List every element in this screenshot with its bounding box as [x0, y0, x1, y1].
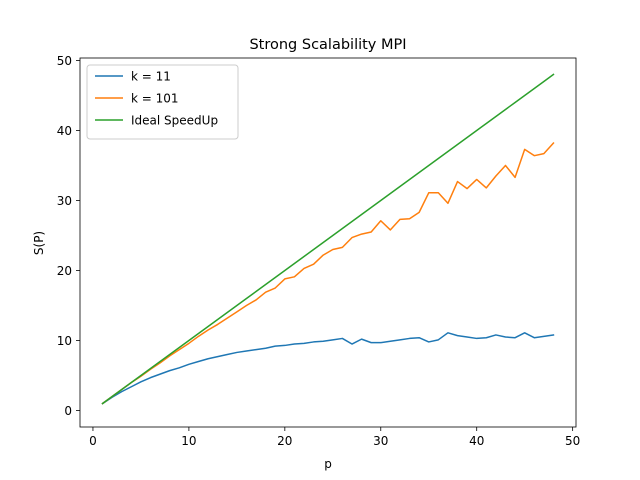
- legend-box: [86, 64, 239, 140]
- x-tick-label: 30: [373, 434, 388, 448]
- y-tick-label: 40: [57, 124, 72, 138]
- chart-title: Strong Scalability MPI: [249, 37, 406, 53]
- legend-label-0: k = 11: [131, 70, 171, 84]
- x-tick-label: 10: [181, 434, 196, 448]
- y-axis-label: S(P): [32, 231, 46, 255]
- y-tick-label: 20: [57, 264, 72, 278]
- series-line-1: [101, 142, 555, 405]
- legend: k = 11 k = 101 Ideal SpeedUp: [86, 64, 239, 140]
- x-axis-label: p: [324, 457, 332, 471]
- axes-frame: [79, 57, 577, 428]
- y-tick-label: 0: [64, 404, 72, 418]
- legend-label-2: Ideal SpeedUp: [131, 114, 218, 128]
- x-tick-label: 50: [565, 434, 580, 448]
- series-line-2: [101, 73, 555, 405]
- y-tick-label: 10: [57, 334, 72, 348]
- plot-area: [79, 57, 577, 428]
- axis-ticks: 0 10 20 30 40 50 0 10 20 30 40 50: [57, 54, 581, 448]
- x-tick-label: 40: [469, 434, 484, 448]
- y-tick-label: 50: [57, 54, 72, 68]
- legend-label-1: k = 101: [131, 92, 179, 106]
- y-tick-label: 30: [57, 194, 72, 208]
- series-line-0: [101, 332, 555, 405]
- x-tick-label: 20: [277, 434, 292, 448]
- x-tick-label: 0: [89, 434, 97, 448]
